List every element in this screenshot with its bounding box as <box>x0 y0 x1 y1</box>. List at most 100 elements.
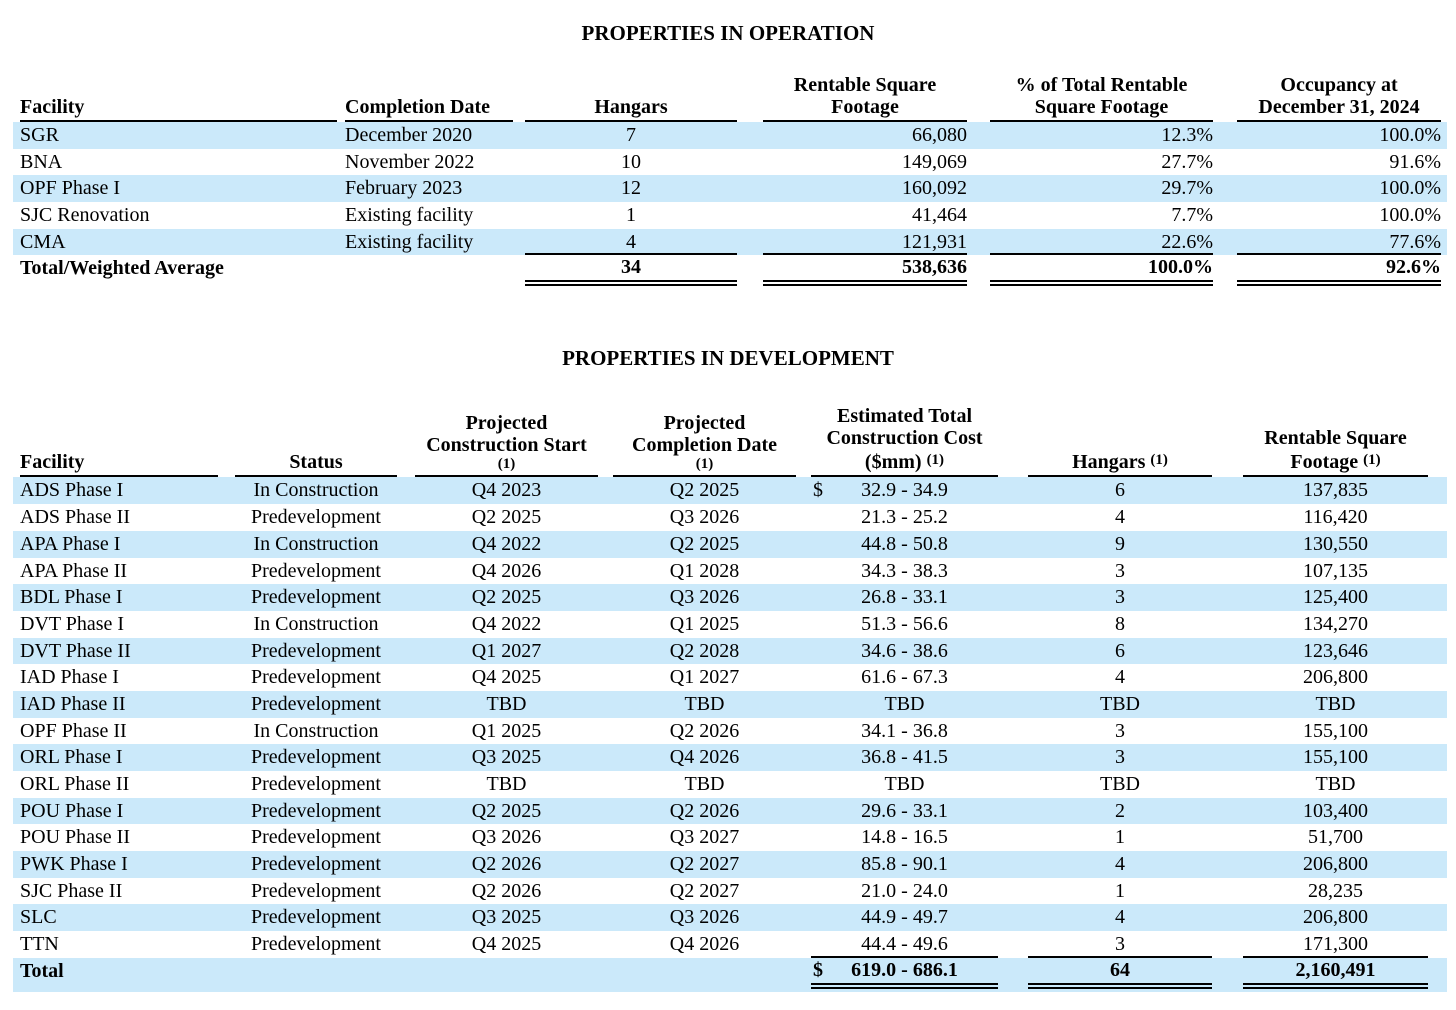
cell-content: 28,235 <box>1308 879 1363 902</box>
cell-content: 134,270 <box>1303 612 1368 635</box>
column-header-completion-date: Completion Date <box>341 74 519 122</box>
cell-content: Total/Weighted Average <box>20 257 224 280</box>
total-cell-hangars: 34 <box>519 255 743 289</box>
header-label-line: Construction Cost <box>811 427 998 449</box>
header-label-text: Construction Cost <box>826 427 983 450</box>
cell-status: Predevelopment <box>227 878 411 905</box>
cell-content: TBD <box>684 692 725 715</box>
cell-estimated-total-construction-cost: TBD <box>803 771 1013 798</box>
cell-status: In Construction <box>227 531 411 558</box>
cell-content: 66,080 <box>912 124 967 146</box>
cell-content: 1 <box>1115 879 1125 902</box>
cell-projected-construction-start: Q3 2025 <box>411 904 605 931</box>
header-label-text: Projected <box>465 412 548 435</box>
cell-content: 92.6% <box>1237 255 1441 287</box>
cell-facility: SJC Phase II <box>13 878 227 905</box>
cell-content: TTN <box>20 933 59 956</box>
table-row: ADS Phase I In Construction Q4 2023 Q2 2025… <box>13 477 1447 505</box>
cell-content: 77.6% <box>1237 229 1441 256</box>
cell-content: TBD <box>684 773 725 795</box>
cell-estimated-total-construction-cost: $32.9 - 34.9 <box>803 477 1013 504</box>
cell-content: 4 <box>1115 506 1125 529</box>
cell-projected-completion-date: Q2 2027 <box>605 851 803 878</box>
cell-content: TBD <box>1315 692 1356 715</box>
cell-hangars: 10 <box>519 149 743 176</box>
column-header-hangars: Hangars <box>519 74 743 122</box>
table-body: SGR December 2020 7 66,080 12.3% 100.0% BNA Nov… <box>13 122 1447 289</box>
cell-content: IAD Phase I <box>20 666 119 689</box>
cell-estimated-total-construction-cost: 26.8 - 33.1 <box>803 584 1013 611</box>
cell-facility: OPF Phase II <box>13 718 227 745</box>
table-row: DVT Phase I In Construction Q4 2022 Q1 2025… <box>13 611 1447 638</box>
cell-content: 61.6 - 67.3 <box>861 666 948 689</box>
cell-content: Q4 2025 <box>471 933 542 956</box>
cell-rentable-square-footage: 130,550 <box>1227 531 1447 558</box>
column-header-occupancy: Occupancy at December 31, 2024 <box>1219 74 1447 122</box>
cell-content: Predevelopment <box>251 853 381 876</box>
header-label-line: Completion Date <box>613 434 796 456</box>
footnote-marker: (1) <box>926 452 945 469</box>
cell-projected-completion-date: Q2 2026 <box>605 718 803 745</box>
table-row: OPF Phase II In Construction Q1 2025 Q2 202… <box>13 718 1447 745</box>
cell-rentable-square-footage: 137,835 <box>1227 477 1447 504</box>
cell-content: 137,835 <box>1303 479 1368 502</box>
cell-content: Q2 2027 <box>669 879 740 902</box>
header-row: Facility Status Projected Construction Star… <box>13 389 1447 478</box>
cell-projected-construction-start: Q4 2022 <box>411 611 605 638</box>
table-row: SJC Phase II Predevelopment Q2 2026 Q2 2027… <box>13 878 1447 905</box>
cell-facility: OPF Phase I <box>13 175 341 202</box>
cell-rentable-square-footage: 51,700 <box>1227 824 1447 851</box>
header-underline: Projected Completion Date (1) <box>613 412 796 478</box>
cell-content: In Construction <box>253 612 379 635</box>
cell-content: 1 <box>626 204 636 227</box>
cell-content: 121,931 <box>763 229 967 256</box>
cell-content: 100.0% <box>1379 177 1441 200</box>
header-label-text: Facility <box>20 96 85 118</box>
cell-content: 34.1 - 36.8 <box>861 719 948 742</box>
cell-content: ADS Phase II <box>20 506 130 529</box>
cell-projected-construction-start: Q3 2025 <box>411 744 605 771</box>
table-row: ORL Phase I Predevelopment Q3 2025 Q4 2026 3… <box>13 744 1447 771</box>
development-table: Facility Status Projected Construction Star… <box>13 389 1447 992</box>
cell-content: Q3 2025 <box>471 906 542 929</box>
cell-content: Q3 2026 <box>669 506 740 529</box>
cell-content: 1 <box>1115 826 1125 849</box>
column-header-projected-construction-start: Projected Construction Start (1) <box>411 389 605 478</box>
cell-estimated-total-construction-cost: 21.0 - 24.0 <box>803 878 1013 905</box>
cell-content: 6 <box>1115 479 1125 502</box>
cell-projected-construction-start: Q4 2022 <box>411 531 605 558</box>
cell-hangars: 2 <box>1013 798 1227 825</box>
header-underline: Occupancy at December 31, 2024 <box>1237 74 1441 122</box>
cell-content: Predevelopment <box>251 639 381 662</box>
cell-content: Q4 2023 <box>471 479 542 502</box>
total-cell-estimated-total-construction-cost: $619.0 - 686.1 <box>803 958 1013 992</box>
cell-projected-completion-date: Q3 2026 <box>605 584 803 611</box>
cell-hangars: 7 <box>519 122 743 149</box>
cell-content: 125,400 <box>1303 586 1368 609</box>
cell-projected-completion-date: Q3 2026 <box>605 904 803 931</box>
cell-content: Q2 2027 <box>669 853 740 876</box>
table-row: BNA November 2022 10 149,069 27.7% 91.6% <box>13 149 1447 176</box>
header-label-line: Estimated Total <box>811 405 998 427</box>
header-label-line: Rentable Square <box>763 74 967 96</box>
header-label-line: Status <box>235 451 397 473</box>
cell-rentable-square-footage: 206,800 <box>1227 664 1447 691</box>
cell-projected-completion-date: Q2 2025 <box>605 531 803 558</box>
total-cell-rentable-square-footage: 2,160,491 <box>1227 958 1447 992</box>
cell-facility: BDL Phase I <box>13 584 227 611</box>
cell-estimated-total-construction-cost: 34.1 - 36.8 <box>803 718 1013 745</box>
cell-content: POU Phase II <box>20 826 130 849</box>
header-label-line: Footage <box>763 96 967 118</box>
cell-facility: APA Phase II <box>13 558 227 585</box>
cell-content: 7 <box>626 124 636 146</box>
cell-projected-construction-start: Q4 2025 <box>411 664 605 691</box>
cell-projected-completion-date: TBD <box>605 691 803 718</box>
cell-projected-completion-date: Q4 2026 <box>605 931 803 958</box>
header-underline: Completion Date <box>345 96 513 122</box>
header-label-text: ($mm) <box>864 451 927 474</box>
cell-content: 116,420 <box>1303 506 1368 529</box>
cell-projected-completion-date: Q2 2028 <box>605 638 803 665</box>
cell-content: Existing facility <box>345 230 474 253</box>
cell-content: DVT Phase II <box>20 639 131 662</box>
cell-projected-construction-start: Q2 2026 <box>411 878 605 905</box>
